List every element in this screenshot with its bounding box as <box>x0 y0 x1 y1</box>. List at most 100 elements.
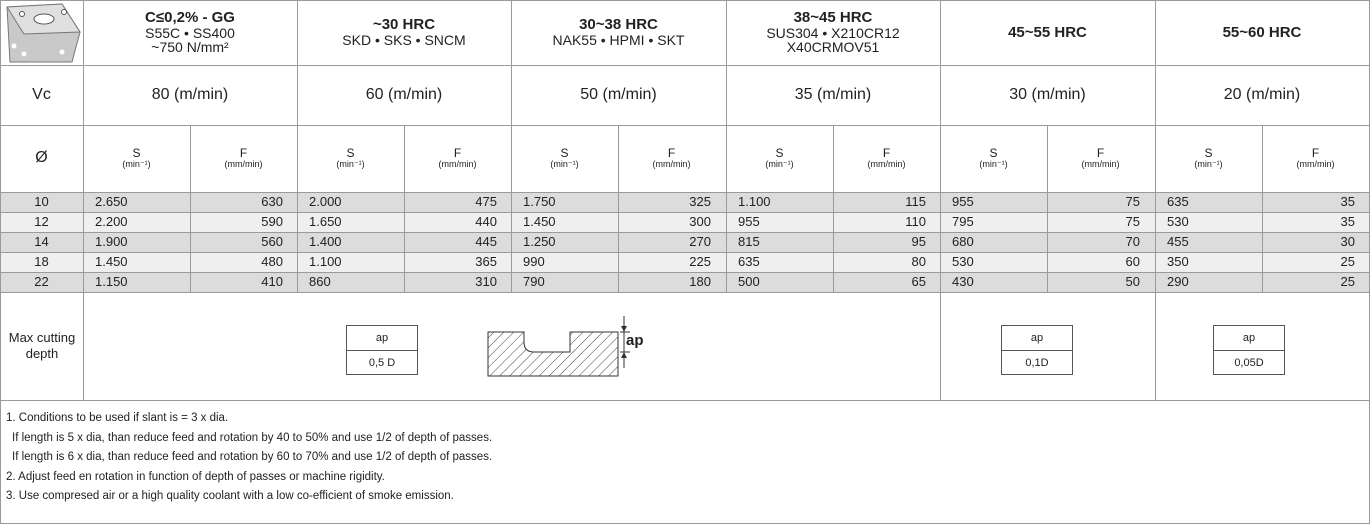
note: If length is 5 x dia, than reduce feed a… <box>12 431 493 444</box>
feed-value: 365 <box>475 254 497 269</box>
column-label: S (min⁻¹) <box>726 125 833 192</box>
depth-box-bottom: 0,05D <box>1234 357 1264 369</box>
grid-line <box>618 125 619 292</box>
vc-value: 20 (m/min) <box>1223 85 1301 103</box>
column-name: F <box>882 146 891 161</box>
grid-line <box>404 125 405 292</box>
speed-value: 430 <box>952 274 974 289</box>
speed-value: 350 <box>1167 254 1189 269</box>
column-unit: (min⁻¹) <box>1194 159 1223 170</box>
speed-value: 530 <box>952 254 974 269</box>
grid-line <box>1047 125 1048 292</box>
depth-label: Max cutting depth <box>8 330 76 361</box>
column-label: F (mm/min) <box>404 125 511 192</box>
grid-line <box>0 400 1370 401</box>
column-unit: (mm/min) <box>1081 159 1120 170</box>
column-label: S (min⁻¹) <box>511 125 618 192</box>
vc-value: 80 (m/min) <box>151 85 229 103</box>
feed-value: 110 <box>905 214 926 229</box>
feed-value: 30 <box>1340 234 1355 249</box>
speed-value: 530 <box>1167 214 1189 229</box>
column-label: S (min⁻¹) <box>83 125 190 192</box>
depth-box: ap 0,05D <box>1213 325 1285 375</box>
speed-value: 2.650 <box>95 194 128 209</box>
speed-value: 790 <box>523 274 545 289</box>
column-name: F <box>1311 146 1320 161</box>
diameter: 14 <box>34 234 49 249</box>
feed-value: 80 <box>911 254 926 269</box>
column-name: F <box>667 146 676 161</box>
block-icon <box>6 3 81 63</box>
material-grades: SKD • SKS • SNCM <box>342 32 466 49</box>
feed-value: 480 <box>261 254 283 269</box>
feed-value: 325 <box>689 194 711 209</box>
feed-value: 225 <box>689 254 711 269</box>
speed-value: 1.100 <box>309 254 342 269</box>
speed-value: 1.750 <box>523 194 556 209</box>
material-grades: ~750 N/mm² <box>151 39 229 56</box>
column-label: F (mm/min) <box>1047 125 1154 192</box>
speed-value: 455 <box>1167 234 1189 249</box>
vc-value: 60 (m/min) <box>365 85 443 103</box>
column-unit: (mm/min) <box>1296 159 1335 170</box>
header-cell: 30~38 HRC NAK55 • HPMI • SKT <box>511 0 726 65</box>
depth-box: ap 0,1D <box>1001 325 1073 375</box>
column-label: F (mm/min) <box>190 125 297 192</box>
feed-value: 25 <box>1340 254 1355 269</box>
speed-value: 955 <box>738 214 760 229</box>
note: 1. Conditions to be used if slant is = 3… <box>6 412 229 424</box>
header-cell: C≤0,2% - GG S55C • SS400 ~750 N/mm² <box>83 0 297 65</box>
feed-value: 60 <box>1125 254 1140 269</box>
speed-value: 815 <box>738 234 760 249</box>
feed-value: 270 <box>689 234 711 249</box>
grid-line <box>1262 125 1263 292</box>
speed-value: 795 <box>952 214 974 229</box>
grid-line <box>1155 0 1156 292</box>
column-name: S <box>346 146 355 161</box>
speed-value: 1.900 <box>95 234 128 249</box>
grid-line <box>0 252 1370 253</box>
feed-value: 630 <box>261 194 283 209</box>
grid-line <box>726 0 727 292</box>
header-cell: ~30 HRC SKD • SKS • SNCM <box>297 0 511 65</box>
grid-line <box>0 232 1370 233</box>
feed-value: 560 <box>261 234 283 249</box>
vc-value: 50 (m/min) <box>580 85 657 103</box>
grid-line <box>0 212 1370 213</box>
row-bg <box>0 192 1370 212</box>
speed-value: 635 <box>1167 194 1189 209</box>
speed-value: 1.250 <box>523 234 556 249</box>
feed-value: 410 <box>261 274 283 289</box>
grid-line <box>0 0 1370 1</box>
column-unit: (mm/min) <box>867 159 906 170</box>
material-title: 55~60 HRC <box>1222 23 1302 41</box>
feed-value: 115 <box>905 194 926 209</box>
depth-box: ap 0,5 D <box>346 325 418 375</box>
vc-label: Vc <box>32 85 51 103</box>
column-unit: (min⁻¹) <box>122 159 151 170</box>
feed-value: 35 <box>1340 214 1355 229</box>
feed-value: 180 <box>689 274 711 289</box>
diagram-label: ap <box>626 332 644 349</box>
note: 2. Adjust feed en rotation in function o… <box>6 470 385 483</box>
column-name: S <box>989 146 998 161</box>
material-grades: S55C • SS400 <box>145 24 235 41</box>
depth-box-bottom: 0,1D <box>1025 357 1049 369</box>
feed-value: 75 <box>1125 194 1140 209</box>
vc-value: 30 (m/min) <box>1009 85 1086 103</box>
column-label: S (min⁻¹) <box>1155 125 1262 192</box>
column-label: F (mm/min) <box>833 125 940 192</box>
feed-value: 475 <box>475 194 497 209</box>
material-grades: SUS304 • X210CR12 <box>766 24 900 41</box>
grid-line <box>940 0 941 292</box>
column-name: S <box>1204 146 1213 161</box>
column-name: F <box>239 146 248 161</box>
grid-line <box>297 0 298 292</box>
depth-box-top: ap <box>1002 326 1072 351</box>
depth-diagram <box>487 316 630 377</box>
speed-value: 1.100 <box>738 194 771 209</box>
depth-box-bottom: 0,5 D <box>368 357 396 369</box>
column-unit: (mm/min) <box>438 159 477 170</box>
material-title: 38~45 HRC <box>793 8 873 26</box>
column-name: S <box>775 146 784 161</box>
